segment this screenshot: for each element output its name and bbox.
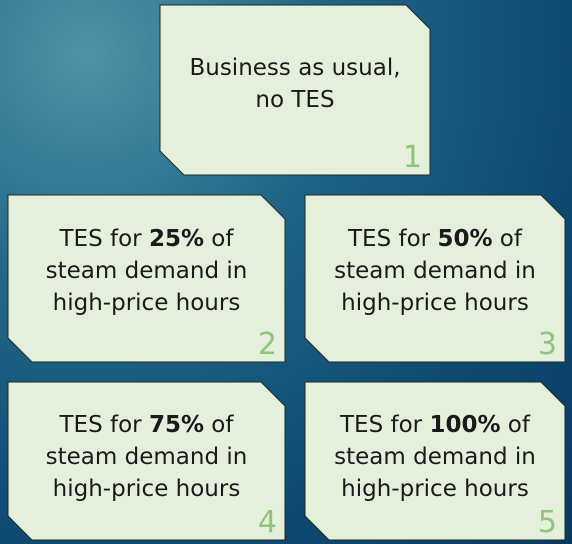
text-segment: no TES — [255, 87, 334, 113]
text-segment: high-price hours — [53, 290, 241, 316]
box-number: 3 — [538, 327, 557, 362]
text-segment: 25% — [149, 226, 204, 252]
box-text: TES for 50% of — [347, 226, 523, 252]
box-text: steam demand in — [46, 444, 248, 470]
box-text: no TES — [255, 87, 334, 113]
text-segment: of — [204, 226, 234, 252]
text-segment: TES for — [339, 412, 429, 438]
box-text: steam demand in — [334, 258, 536, 284]
text-segment: high-price hours — [341, 290, 529, 316]
slide: Business as usual, no TES 1 TES for 25% of s… — [0, 0, 572, 544]
text-segment: steam demand in — [334, 444, 536, 470]
text-segment: of — [204, 412, 234, 438]
text-segment: steam demand in — [334, 258, 536, 284]
text-segment: 75% — [149, 412, 204, 438]
text-segment: TES for — [59, 412, 149, 438]
text-segment: steam demand in — [46, 258, 248, 284]
box-text: TES for 100% of — [339, 412, 531, 438]
box-number: 4 — [258, 505, 277, 540]
box-text: high-price hours — [53, 476, 241, 502]
box-text: high-price hours — [53, 290, 241, 316]
box-number: 2 — [258, 327, 277, 362]
box-number: 5 — [538, 505, 557, 540]
text-segment: TES for — [59, 226, 149, 252]
text-segment: of — [501, 412, 531, 438]
box-number: 1 — [403, 140, 422, 175]
text-segment: high-price hours — [53, 476, 241, 502]
box-text: high-price hours — [341, 476, 529, 502]
box-text: Business as usual, — [189, 55, 400, 81]
box-text: steam demand in — [334, 444, 536, 470]
box-text: steam demand in — [46, 258, 248, 284]
box-text: high-price hours — [341, 290, 529, 316]
diagram: Business as usual, no TES 1 TES for 25% of s… — [0, 0, 572, 544]
text-segment: of — [493, 226, 523, 252]
text-segment: 100% — [429, 412, 500, 438]
box-text: TES for 75% of — [59, 412, 235, 438]
text-segment: TES for — [347, 226, 437, 252]
box-text: TES for 25% of — [59, 226, 235, 252]
text-segment: 50% — [437, 226, 492, 252]
text-segment: high-price hours — [341, 476, 529, 502]
text-segment: steam demand in — [46, 444, 248, 470]
text-segment: Business as usual, — [189, 55, 400, 81]
